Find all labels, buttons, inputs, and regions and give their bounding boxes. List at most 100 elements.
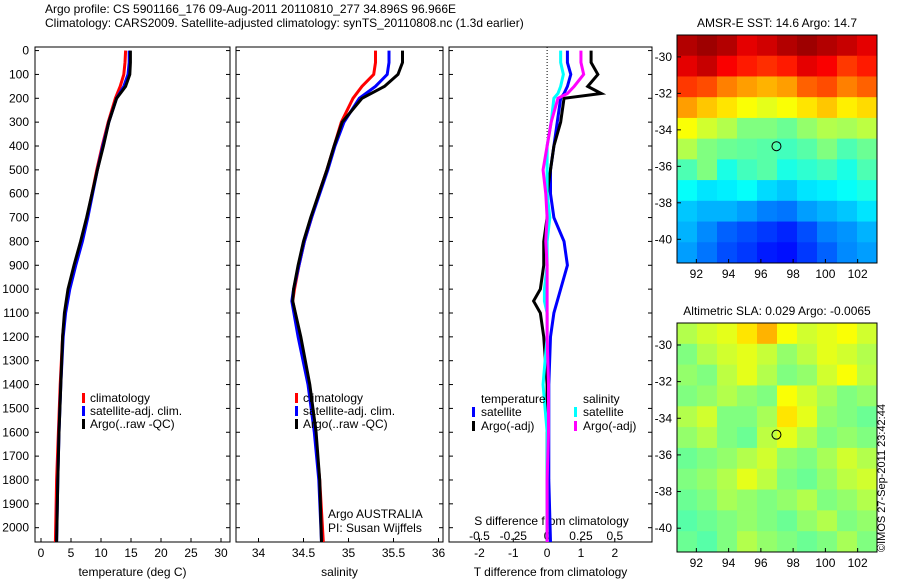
heatmap-cell: [697, 200, 718, 223]
heatmap-cell: [777, 385, 798, 407]
heatmap-cell: [777, 97, 798, 119]
y-tick-label: 0: [22, 44, 29, 58]
heatmap-cell: [857, 489, 878, 511]
series-line-argo-raw-qc-: [55, 50, 132, 543]
legend-swatch: [295, 419, 298, 429]
heatmap-cell: [777, 447, 798, 470]
heatmap-cell: [677, 35, 698, 57]
heatmap-cell: [677, 76, 698, 98]
heatmap-cell: [857, 159, 878, 181]
heatmap-cell: [797, 117, 818, 140]
panel-1-frame: [34, 46, 231, 543]
heatmap-cell: [717, 447, 738, 470]
heatmap-cell: [737, 200, 758, 223]
heatmap-cell: [817, 117, 838, 140]
series-line-climatology: [291, 50, 377, 543]
heatmap-cell: [797, 489, 818, 511]
heatmap-cell: [737, 385, 758, 407]
heatmap-cell: [797, 364, 818, 386]
heatmap-cell: [837, 221, 858, 243]
heatmap-cell: [697, 159, 718, 181]
y-tick-label: 800: [9, 234, 29, 248]
heatmap-cell: [717, 489, 738, 511]
heatmap-cell: [777, 55, 798, 77]
heatmap-cell: [737, 510, 758, 532]
heatmap-cell: [737, 447, 758, 470]
x-tick-label: 34.5: [292, 546, 316, 560]
heatmap-cell: [777, 427, 798, 449]
heatmap-cell: [737, 35, 758, 57]
y-tick-label: 1200: [2, 330, 29, 344]
s-diff-tick-label: -0.5: [469, 529, 490, 543]
y-tick-label: 1600: [2, 425, 29, 439]
legend-label: Argo(-adj): [583, 419, 636, 433]
heatmap-cell: [797, 35, 818, 57]
heatmap-cell: [817, 427, 838, 449]
heatmap-cell: [797, 97, 818, 119]
map-x-tick-label: 100: [815, 267, 835, 281]
heatmap-cell: [717, 180, 738, 202]
legend-swatch: [574, 407, 577, 417]
x-tick-label: 15: [124, 546, 138, 560]
x-tick-label: -2: [474, 546, 485, 560]
map-title: Altimetric SLA: 0.029 Argo: -0.0065: [683, 304, 871, 318]
x-tick-label: 0: [38, 546, 45, 560]
heatmap-cell: [697, 427, 718, 449]
heatmap-cell: [737, 180, 758, 202]
heatmap-cell: [837, 180, 858, 202]
map-y-tick-label: -34: [655, 411, 673, 425]
y-tick-label: 500: [9, 163, 29, 177]
heatmap-cell: [857, 117, 878, 140]
heatmap-cell: [717, 343, 738, 366]
x-tick-label: 2: [611, 546, 618, 560]
heatmap-cell: [697, 531, 718, 553]
y-tick-label: 1900: [2, 497, 29, 511]
heatmap-cell: [757, 200, 778, 223]
heatmap-cell: [777, 364, 798, 386]
legend-title-temperature: temperature: [481, 392, 546, 406]
heatmap-cell: [817, 364, 838, 386]
heatmap-cell: [797, 138, 818, 160]
heatmap-cell: [697, 323, 718, 345]
heatmap-cell: [757, 221, 778, 243]
heatmap-cell: [697, 242, 718, 264]
heatmap-cell: [717, 510, 738, 532]
heatmap-cell: [837, 76, 858, 98]
heatmap-cell: [737, 406, 758, 428]
heatmap-cell: [797, 447, 818, 470]
heatmap-cell: [677, 531, 698, 553]
legend-label: climatology: [90, 391, 150, 405]
heatmap-cell: [697, 447, 718, 470]
heatmap-cell: [717, 221, 738, 243]
heatmap-cell: [837, 343, 858, 366]
heatmap-cell: [777, 468, 798, 491]
x-tick-label: 5: [68, 546, 75, 560]
heatmap-cell: [837, 427, 858, 449]
map-x-tick-label: 94: [722, 556, 736, 570]
heatmap-cell: [817, 159, 838, 181]
x-tick-label: 0: [544, 546, 551, 560]
y-tick-label: 1500: [2, 401, 29, 415]
heatmap-cell: [817, 468, 838, 491]
series-line-salinity-satellite: [541, 50, 565, 542]
heatmap-cell: [697, 406, 718, 428]
heatmap-cell: [737, 97, 758, 119]
heatmap-cell: [837, 531, 858, 553]
y-tick-label: 100: [9, 67, 29, 81]
heatmap-cell: [737, 76, 758, 98]
heatmap-cell: [817, 343, 838, 366]
heatmap-cell: [857, 447, 878, 470]
heatmap-cell: [677, 97, 698, 119]
heatmap-cell: [757, 55, 778, 77]
heatmap-cell: [677, 510, 698, 532]
heatmap-cell: [737, 364, 758, 386]
heatmap-cell: [837, 200, 858, 223]
map-frame: [676, 34, 878, 264]
legend-label: satellite-adj. clim.: [303, 404, 395, 418]
legend-swatch: [295, 393, 298, 403]
heatmap-cell: [797, 385, 818, 407]
heatmap-cell: [717, 159, 738, 181]
heatmap-cell: [757, 385, 778, 407]
heatmap-cell: [817, 97, 838, 119]
